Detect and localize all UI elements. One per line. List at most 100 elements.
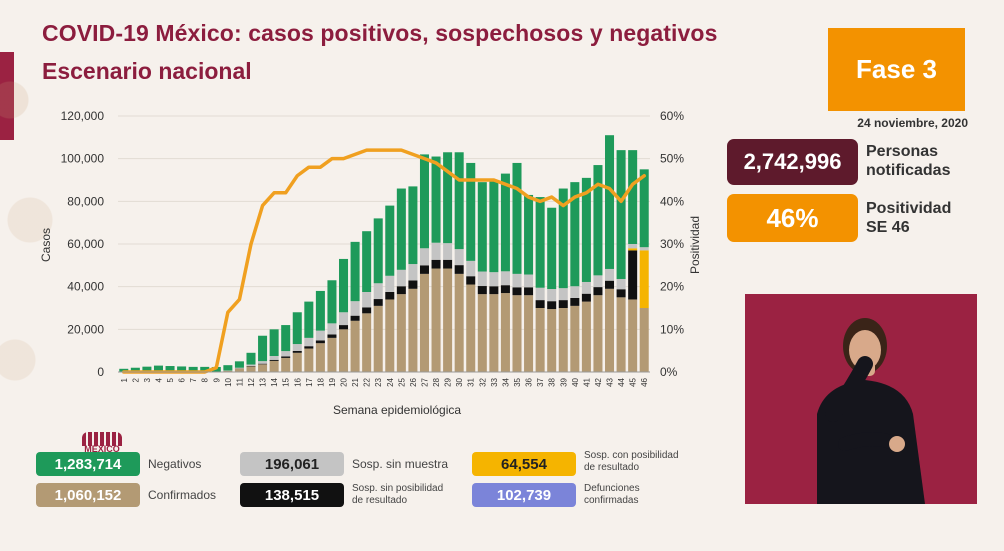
bar-segment-sin_muestra — [385, 275, 395, 292]
bar-segment-confirmados — [443, 268, 453, 372]
bar-segment-sin_muestra — [419, 248, 429, 266]
bar-segment-sin_muestra — [234, 367, 244, 369]
x-tick-label: 16 — [293, 377, 302, 386]
red-accent-strip — [0, 52, 14, 140]
personas-label: Personas notificadas — [866, 142, 950, 180]
x-tick-label: 29 — [444, 377, 453, 386]
bar-segment-confirmados — [558, 308, 568, 372]
bar-segment-negativos — [593, 165, 603, 276]
y-axis-label: Casos — [39, 228, 53, 262]
x-tick-label: 11 — [235, 377, 244, 386]
bar-segment-confirmados — [593, 295, 603, 372]
bar-segment-negativos — [639, 169, 649, 248]
bar-segment-negativos — [466, 162, 476, 261]
bar-segment-negativos — [130, 367, 140, 372]
bar-segment-negativos — [558, 188, 568, 289]
bar-segment-sin_posibilidad — [500, 285, 510, 294]
x-tick-label: 27 — [420, 377, 429, 386]
bar-segment-sin_muestra — [535, 287, 545, 301]
y2-tick-label: 40% — [660, 194, 684, 208]
bar-segment-negativos — [177, 366, 187, 372]
x-tick-label: 7 — [189, 377, 198, 382]
x-tick-label: 45 — [629, 377, 638, 386]
bar-segment-confirmados — [628, 299, 638, 372]
bar-segment-sin_muestra — [547, 289, 557, 302]
x-tick-label: 32 — [478, 377, 487, 386]
bar-segment-negativos — [246, 352, 256, 365]
bar-segment-negativos — [396, 188, 406, 270]
bar-segment-confirmados — [547, 309, 557, 372]
x-tick-label: 39 — [559, 377, 568, 386]
bar-segment-confirmados — [327, 337, 337, 372]
bar-segment-sin_posibilidad — [443, 259, 453, 269]
negativos-value: 1,283,714 — [36, 452, 140, 476]
bar-segment-negativos — [281, 325, 291, 352]
bar-segment-negativos — [142, 366, 152, 372]
bar-segment-negativos — [223, 365, 233, 371]
x-tick-label: 5 — [166, 377, 175, 382]
bar-segment-sin_muestra — [304, 337, 314, 347]
bar-segment-confirmados — [292, 352, 302, 372]
page-subtitle: Escenario nacional — [42, 58, 252, 84]
bar-segment-sin_muestra — [408, 264, 418, 281]
bar-segment-negativos — [315, 290, 325, 331]
bar-segment-confirmados — [223, 370, 233, 372]
bar-segment-sin_posibilidad — [547, 301, 557, 310]
bar-segment-sin_posibilidad — [431, 259, 441, 269]
bar-segment-sin_posibilidad — [385, 292, 395, 300]
x-tick-label: 38 — [548, 377, 557, 386]
x-tick-label: 21 — [351, 377, 360, 386]
x-tick-label: 20 — [340, 377, 349, 386]
bar-segment-negativos — [512, 162, 522, 274]
personas-value-box: 2,742,996 — [727, 139, 858, 185]
con-posibilidad-label: Sosp. con posibilidad de resultado — [584, 450, 679, 474]
bar-segment-confirmados — [489, 294, 499, 372]
bar-segment-sin_posibilidad — [339, 325, 349, 330]
bar-segment-sin_muestra — [628, 244, 638, 249]
bar-segment-sin_muestra — [639, 247, 649, 251]
bar-segment-sin_muestra — [570, 286, 580, 298]
sin-muestra-value: 196,061 — [240, 452, 344, 476]
positividad-line — [122, 148, 646, 374]
x-tick-label: 24 — [386, 377, 395, 386]
bar-segment-confirmados — [234, 368, 244, 372]
bar-segment-confirmados — [385, 299, 395, 372]
bar-segment-sin_muestra — [489, 272, 499, 287]
x-tick-label: 4 — [154, 377, 163, 382]
con-posibilidad-label-line-1: Sosp. con posibilidad — [584, 450, 679, 461]
positividad-value-box: 46% — [727, 194, 858, 242]
bar-segment-confirmados — [524, 295, 534, 372]
bar-segment-negativos — [362, 231, 372, 292]
bar-segment-sin_muestra — [281, 351, 291, 357]
bar-segment-confirmados — [281, 357, 291, 372]
chart-positivity-line — [122, 148, 646, 374]
x-tick-label: 8 — [201, 377, 210, 382]
bar-segment-sin_posibilidad — [593, 287, 603, 296]
con-posibilidad-value: 64,554 — [472, 452, 576, 476]
bar-segment-sin_posibilidad — [304, 346, 314, 349]
bar-segment-negativos — [570, 182, 580, 287]
y2-tick-label: 0% — [660, 365, 678, 379]
bar-segment-sin_posibilidad — [512, 287, 522, 296]
x-tick-label: 13 — [259, 377, 268, 386]
bar-segment-negativos — [535, 197, 545, 288]
con-posibilidad-label-line-2: de resultado — [584, 462, 640, 473]
bar-segment-negativos — [454, 152, 464, 250]
bar-segment-sin_posibilidad — [489, 286, 499, 295]
x-tick-label: 35 — [513, 377, 522, 386]
bar-segment-sin_posibilidad — [419, 265, 429, 274]
chart-grid — [118, 115, 650, 373]
bar-segment-confirmados — [466, 284, 476, 372]
sin-posibilidad-value: 138,515 — [240, 483, 344, 507]
bar-segment-confirmados — [350, 320, 360, 372]
bar-segment-sin_muestra — [373, 283, 383, 300]
positividad-label-line-1: Positividad — [866, 200, 952, 217]
bar-segment-negativos — [385, 205, 395, 276]
bar-segment-sin_muestra — [315, 330, 325, 341]
y-tick-label: 20,000 — [67, 322, 104, 336]
bar-segment-sin_posibilidad — [258, 363, 268, 365]
bar-segment-sin_muestra — [327, 323, 337, 335]
bar-segment-confirmados — [581, 301, 591, 372]
bar-segment-confirmados — [605, 288, 615, 372]
bar-segment-negativos — [350, 241, 360, 302]
